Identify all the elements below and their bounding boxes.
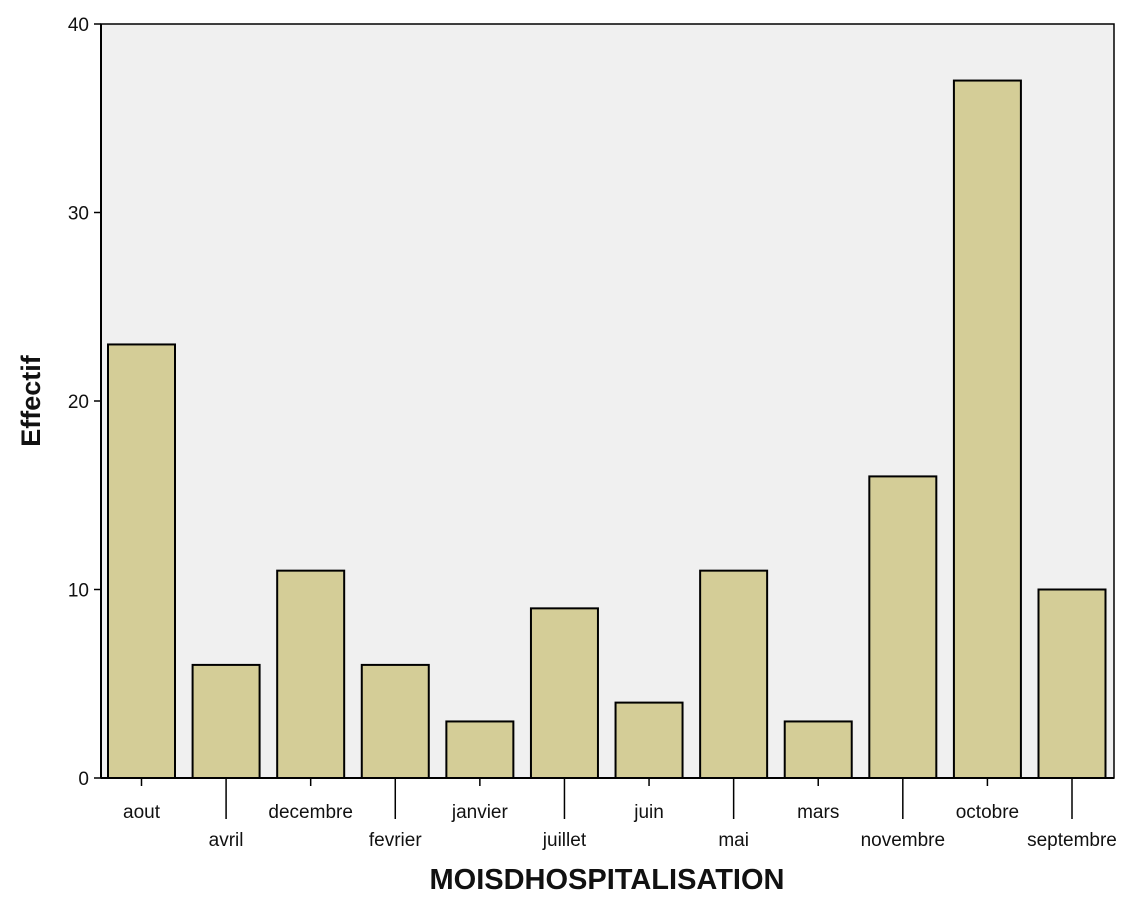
x-tick-label-juin: juin: [633, 802, 664, 823]
x-tick-label-decembre: decembre: [268, 802, 353, 823]
y-tick-label: 0: [78, 769, 89, 790]
y-axis-title: Effectif: [16, 354, 46, 447]
y-axis-ticks: 0 10 20 30 40: [68, 15, 101, 790]
x-tick-label-fevrier: fevrier: [369, 830, 422, 851]
bar-mars: [783, 720, 853, 780]
x-axis-ticks: aout avril decembre fevrier janvier juillet ju…: [123, 778, 1117, 851]
y-tick-label: 30: [68, 204, 89, 225]
x-tick-label-aout: aout: [123, 802, 161, 823]
plot-area: [100, 23, 1115, 779]
x-tick-label-juillet: juillet: [542, 830, 587, 851]
x-tick-label-mars: mars: [797, 802, 839, 823]
bar-fevrier: [360, 663, 430, 780]
x-axis-title: MOISDHOSPITALISATION: [430, 864, 785, 893]
x-tick-label-septembre: septembre: [1027, 830, 1117, 851]
bar-avril: [191, 663, 261, 780]
bar-mai: [699, 569, 769, 780]
bar-novembre: [868, 475, 938, 779]
bars-group: [107, 79, 1107, 780]
x-tick-label-octobre: octobre: [956, 802, 1019, 823]
bar-decembre: [276, 569, 346, 780]
x-tick-label-avril: avril: [209, 830, 244, 851]
x-tick-label-mai: mai: [718, 830, 749, 851]
bar-aout: [107, 343, 176, 779]
bar-juillet: [529, 607, 599, 779]
x-tick-label-novembre: novembre: [861, 830, 946, 851]
y-tick-label: 10: [68, 581, 89, 602]
y-tick-label: 20: [68, 392, 89, 413]
bar-octobre: [952, 79, 1022, 780]
x-tick-label-janvier: janvier: [451, 802, 509, 823]
bar-janvier: [445, 720, 515, 780]
bar-septembre: [1037, 588, 1107, 779]
bar-juin: [614, 701, 684, 779]
y-tick-label: 40: [68, 15, 89, 36]
